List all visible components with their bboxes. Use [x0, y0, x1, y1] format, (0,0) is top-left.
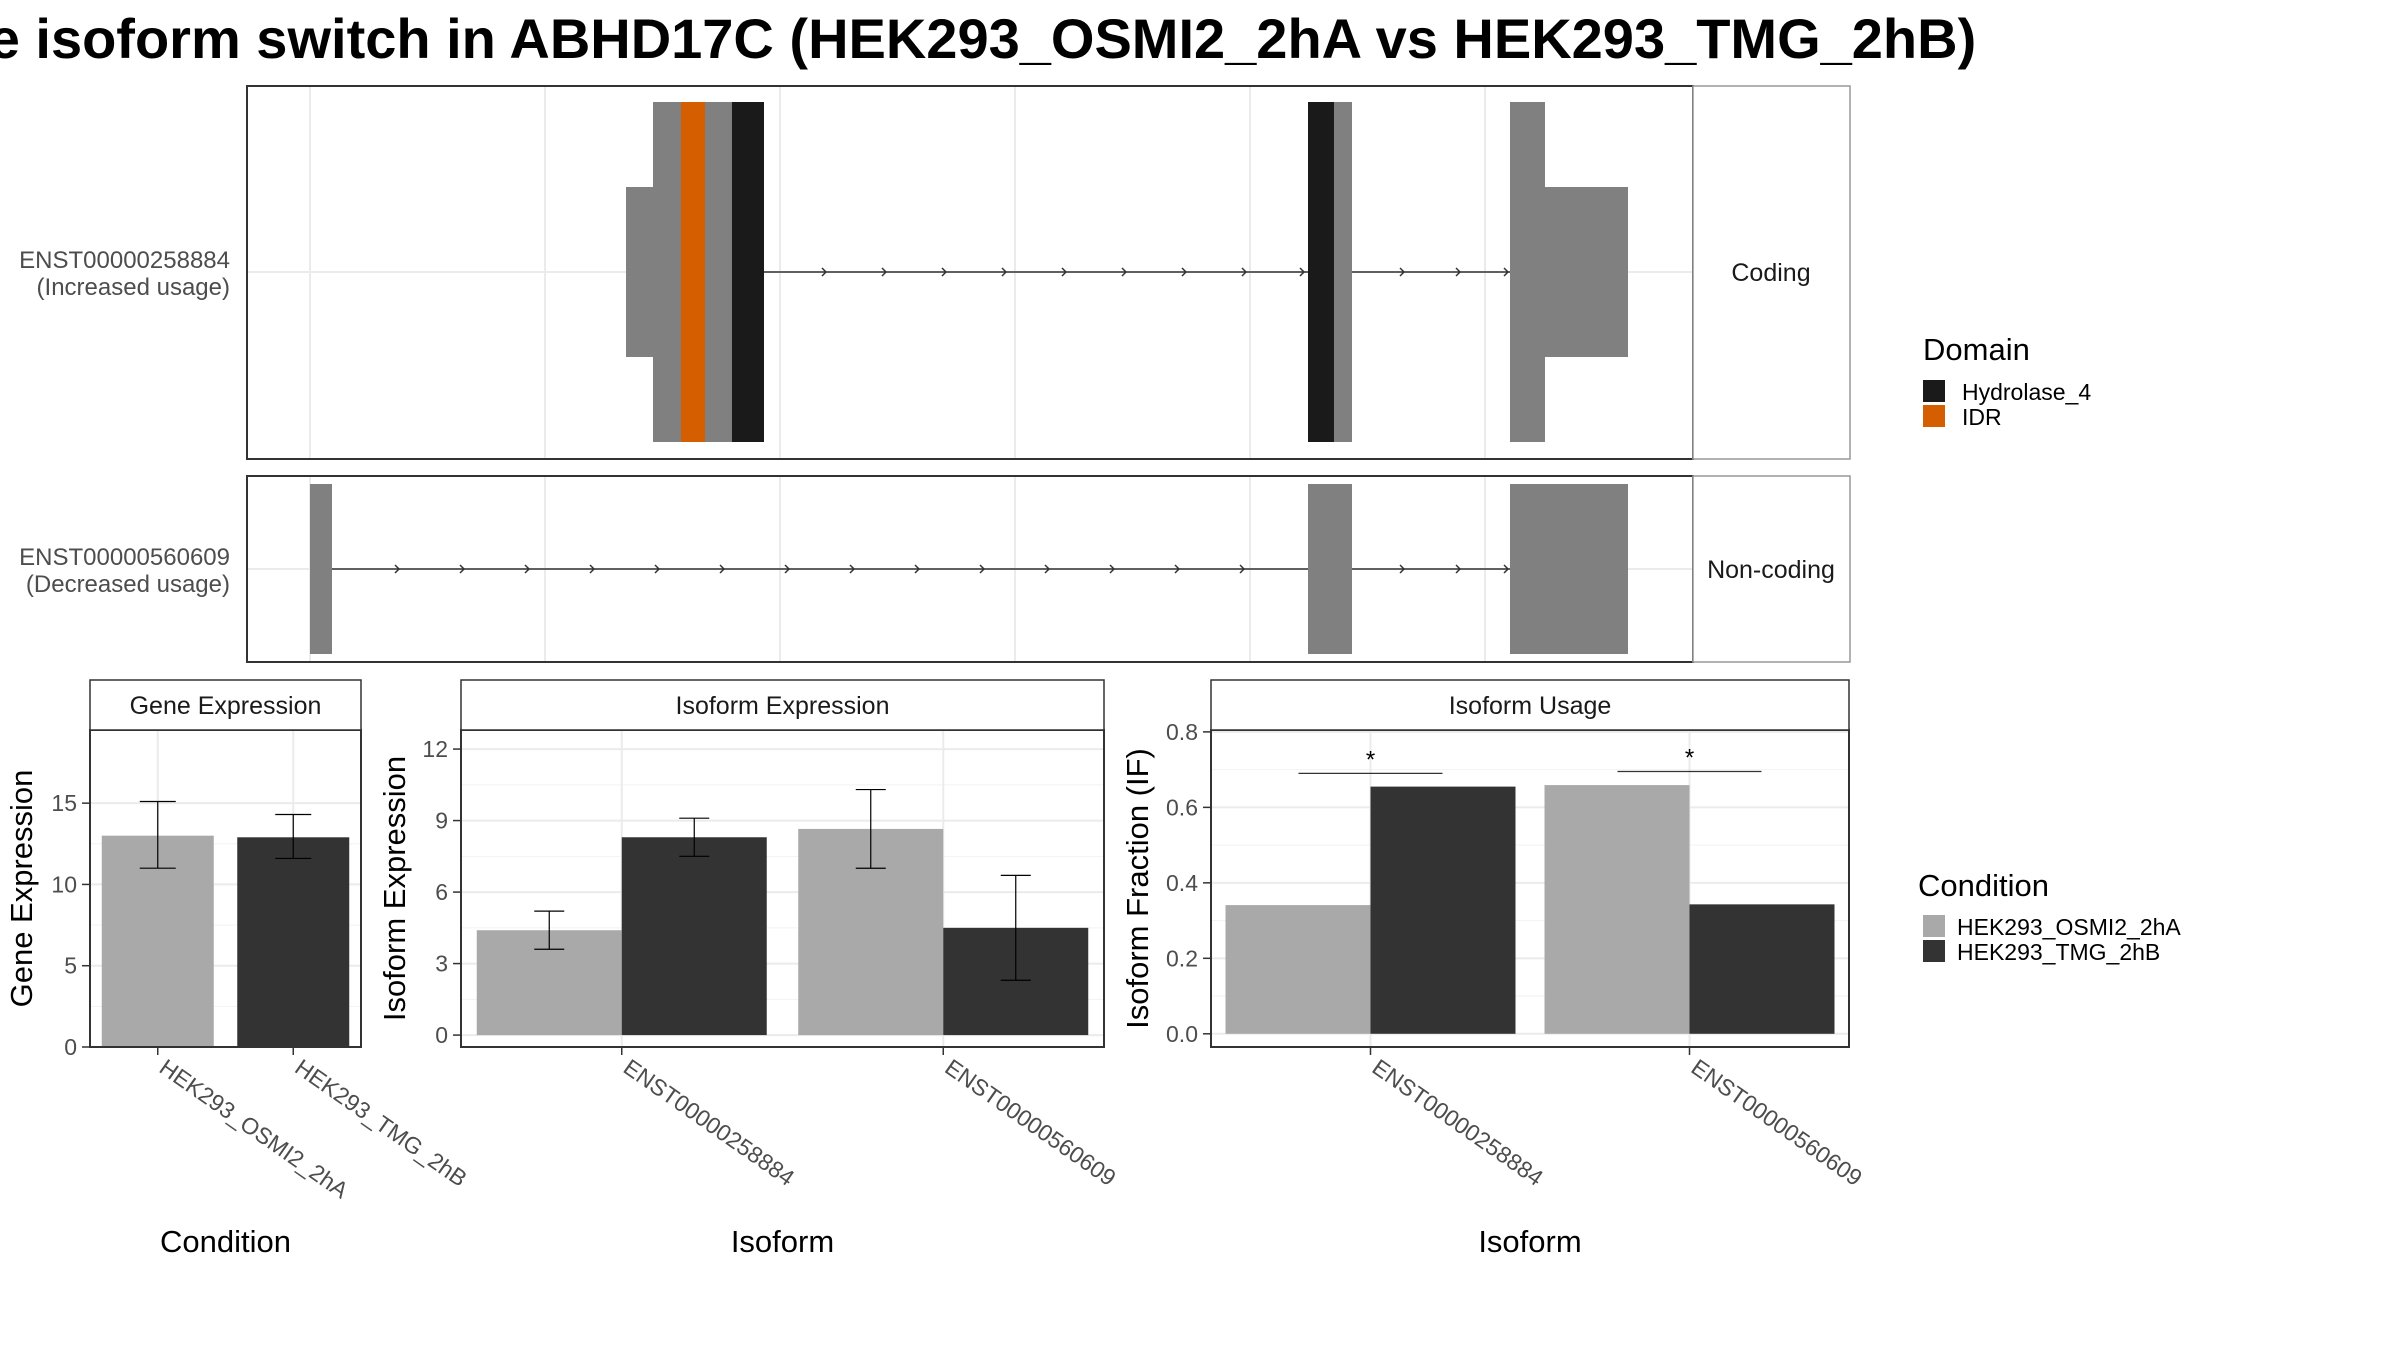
bar [1370, 786, 1516, 1034]
utr-exon-block [626, 187, 654, 357]
strip-box [1692, 85, 1851, 460]
x-axis-title: Condition [160, 1224, 291, 1259]
significance-marker: * [1685, 745, 1694, 772]
bar [101, 835, 214, 1047]
utr-exon-block [1544, 187, 1628, 357]
legend-key-condition-a [1923, 915, 1945, 937]
bar-charts: Gene Expression051015HEK293_OSMI2_2hAHEK… [4, 679, 1867, 1259]
condition-legend-title: Condition [1918, 868, 2049, 903]
y-tick-label: 0.4 [1166, 870, 1198, 896]
legend-key-condition-b [1923, 940, 1945, 962]
legend-key-hydrolase [1923, 380, 1945, 402]
x-axis-title: Isoform [731, 1224, 834, 1259]
hydrolase-domain-block [1308, 102, 1335, 442]
cds-exon-block [1510, 102, 1545, 442]
panel-strip-label: Gene Expression [130, 692, 322, 720]
transcript-label: ENST00000560609 [19, 544, 230, 571]
structure-panel-coding: ENST00000258884 (Increased usage) Coding [19, 85, 1851, 460]
strip-label-coding: Coding [1731, 259, 1810, 287]
x-tick-label: ENST00000560609 [1687, 1054, 1867, 1191]
y-axis-title: Isoform Expression [377, 756, 412, 1021]
legend-label: IDR [1962, 404, 2002, 430]
bar [1544, 785, 1690, 1034]
intron-arrows [821, 267, 1510, 277]
exon-block [310, 484, 332, 654]
figure-title: Gene isoform switch in ABHD17C (HEK293_O… [0, 7, 1976, 70]
x-tick-label: ENST00000258884 [619, 1054, 800, 1191]
y-tick-label: 10 [51, 871, 77, 897]
panel-strip-label: Isoform Expression [676, 692, 890, 720]
legend-label: HEK293_OSMI2_2hA [1957, 914, 2181, 940]
strip-label-noncoding: Non-coding [1707, 556, 1835, 584]
structure-panel-noncoding: ENST00000560609 (Decreased usage) Non-co… [19, 475, 1851, 663]
transcript-usage-label: (Decreased usage) [26, 571, 230, 598]
y-tick-label: 6 [435, 879, 448, 905]
chart-panel-isoform-usage: * * Isoform Usage 0.0 0.2 0.4 0.6 0.8 ENST000002… [1120, 679, 1867, 1259]
exon-block [1308, 484, 1352, 654]
y-tick-label: 12 [422, 736, 448, 762]
y-tick-label: 5 [64, 953, 77, 979]
legend-label: HEK293_TMG_2hB [1957, 939, 2160, 965]
domain-legend-title: Domain [1923, 332, 2030, 367]
y-tick-label: 15 [51, 790, 77, 816]
y-tick-label: 0.0 [1166, 1021, 1198, 1047]
y-axis-title: Gene Expression [4, 770, 39, 1008]
y-tick-label: 0.2 [1166, 945, 1198, 971]
bar [1225, 905, 1371, 1034]
y-tick-label: 3 [435, 951, 448, 977]
y-tick-label: 0 [64, 1034, 77, 1060]
x-axis-title: Isoform [1478, 1224, 1581, 1259]
strip-box [1692, 475, 1851, 663]
transcript-usage-label: (Increased usage) [37, 274, 230, 301]
cds-exon-block [1334, 102, 1352, 442]
strip-box [1210, 679, 1850, 731]
chart-panel-isoform-expression: Isoform Expression 0 3 6 9 12 ENST00000258884 E… [377, 679, 1121, 1259]
idr-domain-block [681, 102, 705, 442]
strip-box [89, 679, 362, 731]
legend-label: Hydrolase_4 [1962, 379, 2091, 405]
bar [237, 837, 350, 1047]
strip-box [460, 679, 1105, 731]
transcript-label: ENST00000258884 [19, 247, 230, 274]
hydrolase-domain-block [732, 102, 764, 442]
y-tick-label: 0.8 [1166, 719, 1198, 745]
chart-panel-gene-expression: Gene Expression051015HEK293_OSMI2_2hAHEK… [4, 679, 472, 1259]
cds-exon-block [653, 102, 681, 442]
cds-exon-block [705, 102, 732, 442]
y-tick-label: 0 [435, 1022, 448, 1048]
panel-strip-label: Isoform Usage [1449, 692, 1612, 720]
bar [621, 837, 767, 1036]
x-tick-label: ENST00000258884 [1368, 1054, 1549, 1191]
domain-legend: Domain Hydrolase_4 IDR [1923, 332, 2091, 430]
condition-legend: Condition HEK293_OSMI2_2hA HEK293_TMG_2h… [1918, 868, 2181, 965]
y-axis-title: Isoform Fraction (IF) [1120, 748, 1155, 1029]
bar [1689, 904, 1835, 1034]
significance-marker: * [1366, 746, 1375, 773]
y-tick-label: 9 [435, 808, 448, 834]
legend-key-idr [1923, 405, 1945, 427]
y-tick-label: 0.6 [1166, 794, 1198, 820]
x-tick-label: ENST00000560609 [940, 1054, 1120, 1191]
exon-block [1510, 484, 1628, 654]
intron-arrows [394, 564, 1510, 574]
